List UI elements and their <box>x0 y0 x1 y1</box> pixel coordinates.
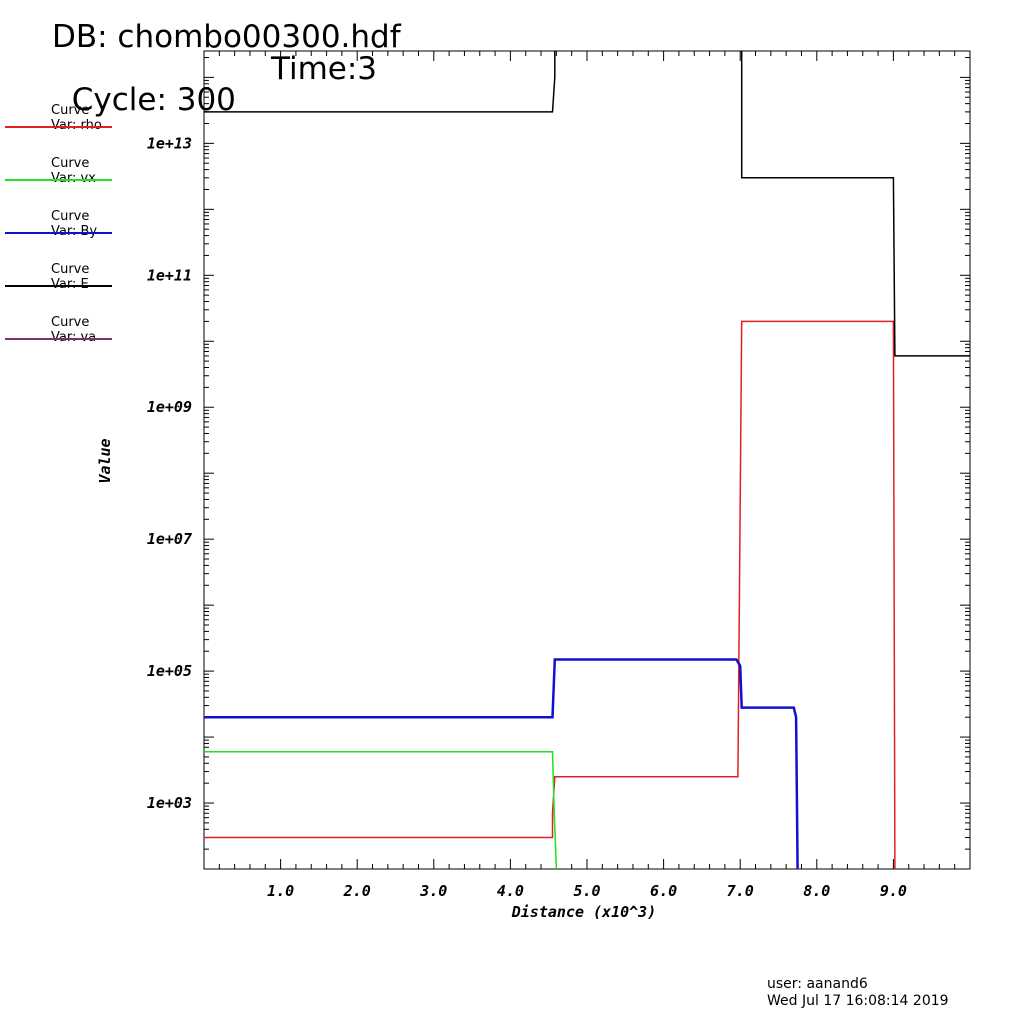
legend-curve-label: Curve <box>51 262 90 277</box>
legend-var-label: Var: E <box>51 278 89 292</box>
x-tick-label: 1.0 <box>267 882 294 900</box>
legend-var-label: Var: vx <box>51 172 96 186</box>
y-tick-label: 1e+09 <box>147 398 192 416</box>
y-axis-label: Value <box>96 438 114 483</box>
x-tick-label: 2.0 <box>343 882 371 900</box>
timestamp-label: Wed Jul 17 16:08:14 2019 <box>767 993 949 1009</box>
legend-entry-e: Curve Var: E <box>5 263 112 311</box>
time-label: Time:3 <box>271 51 378 87</box>
y-tick-label: 1e+13 <box>147 134 192 152</box>
legend-swatch <box>5 179 112 181</box>
plot-frame <box>203 50 971 870</box>
y-tick-label: 1e+11 <box>147 266 192 284</box>
legend-curve-label: Curve <box>51 156 90 171</box>
x-tick-label: 7.0 <box>727 882 754 900</box>
legend-swatch <box>5 285 112 287</box>
x-tick-label: 6.0 <box>650 882 677 900</box>
legend-swatch <box>5 338 112 340</box>
legend-curve-label: Curve <box>51 103 90 118</box>
series-line-e <box>204 51 970 357</box>
y-tick-label: 1e+05 <box>147 662 192 680</box>
database-title: DB: chombo00300.hdf <box>52 19 401 55</box>
legend-entry-rho: Curve Var: rho <box>5 104 112 152</box>
series-line-rho <box>204 320 896 869</box>
y-tick-label: 1e+03 <box>147 794 192 812</box>
y-tick-label: 1e+07 <box>147 530 192 548</box>
legend-var-label: Var: rho <box>51 119 102 133</box>
x-tick-label: 8.0 <box>803 882 830 900</box>
x-tick-label: 5.0 <box>573 882 600 900</box>
legend-curve-label: Curve <box>51 315 90 330</box>
legend-entry-by: Curve Var: By <box>5 210 112 258</box>
cycle-line: Cycle: 300 Time:3 <box>52 54 377 147</box>
legend-entry-va: Curve Var: va <box>5 316 112 364</box>
legend-swatch <box>5 126 112 128</box>
legend-swatch <box>5 232 112 234</box>
legend-entry-vx: Curve Var: vx <box>5 157 112 205</box>
x-tick-label: 3.0 <box>419 882 447 900</box>
series-line-vx <box>204 750 558 869</box>
x-tick-label: 4.0 <box>497 882 524 900</box>
legend-curve-label: Curve <box>51 209 90 224</box>
series-line-by <box>204 658 799 869</box>
user-info: user: aanand6 Wed Jul 17 16:08:14 2019 <box>767 976 949 1010</box>
user-label: user: aanand6 <box>767 976 868 992</box>
legend-var-label: Var: By <box>51 225 97 239</box>
legend-var-label: Var: va <box>51 331 96 345</box>
x-axis-label: Distance (x10^3) <box>511 903 657 921</box>
cycle-label: Cycle: 300 <box>71 82 236 118</box>
x-tick-label: 9.0 <box>880 882 907 900</box>
